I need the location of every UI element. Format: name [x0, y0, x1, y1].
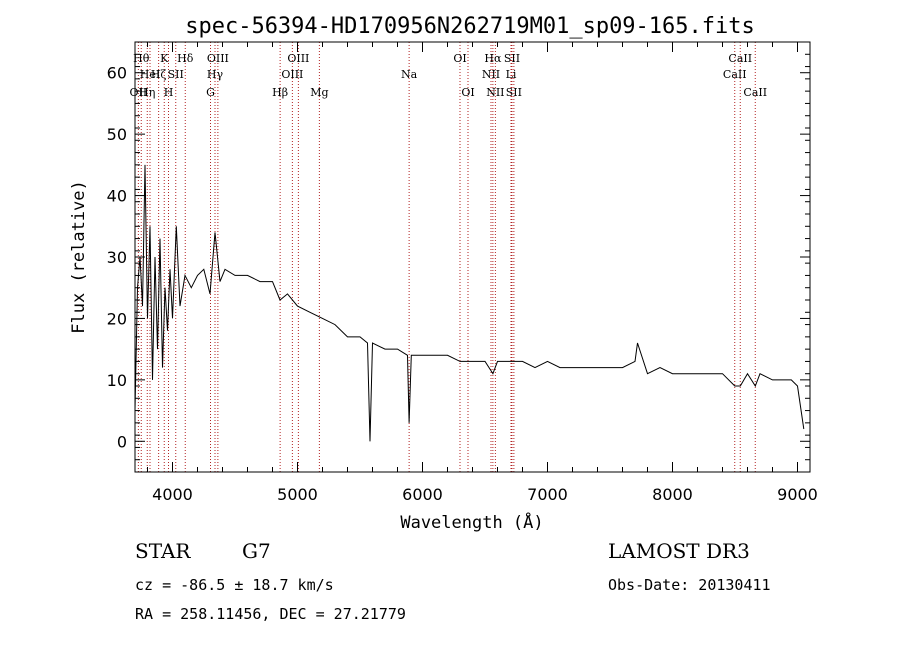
- x-axis-label: Wavelength (Å): [400, 511, 543, 533]
- line-marker-label: Hζ: [151, 68, 167, 81]
- line-marker-label: CaII: [723, 68, 747, 81]
- redshift-readout: cz = -86.5 ± 18.7 km/s: [135, 576, 334, 594]
- chart-title: spec-56394-HD170956N262719M01_sp09-165.f…: [185, 14, 755, 39]
- line-marker-label: CaII: [728, 52, 752, 65]
- y-axis-label: Flux (relative): [69, 180, 89, 334]
- coordinates-readout: RA = 258.11456, DEC = 27.21779: [135, 605, 406, 623]
- line-marker-label: OI: [453, 52, 466, 65]
- line-marker-label: OIII: [287, 52, 309, 65]
- line-marker-label: OI: [461, 86, 474, 99]
- line-marker-label: Na: [401, 68, 418, 81]
- y-tick-label: 20: [107, 309, 127, 328]
- x-tick-label: 5000: [277, 485, 318, 504]
- line-marker-label: H: [164, 86, 174, 99]
- line-marker-label: OIII: [281, 68, 303, 81]
- y-axis-ticks: 0 10 20 30 40 50 60: [107, 41, 810, 473]
- line-markers: [137, 42, 756, 472]
- line-marker-label: SII: [504, 52, 520, 65]
- x-tick-label: 9000: [777, 485, 818, 504]
- x-tick-label: 6000: [402, 485, 443, 504]
- line-marker-label: CaII: [743, 86, 767, 99]
- line-marker-label: NII: [486, 86, 504, 99]
- line-marker-label: SII: [168, 68, 184, 81]
- line-marker-label: OII: [130, 86, 148, 99]
- line-marker-label: Hη: [139, 86, 155, 99]
- y-tick-label: 60: [107, 64, 127, 83]
- object-subclass: G7: [242, 539, 271, 563]
- line-marker-label: Li: [506, 68, 517, 81]
- line-marker-label: SII: [506, 86, 522, 99]
- y-tick-label: 10: [107, 371, 127, 390]
- x-tick-label: 7000: [527, 485, 568, 504]
- survey-name: LAMOST DR3: [608, 539, 750, 563]
- x-tick-label: 8000: [652, 485, 693, 504]
- y-tick-label: 0: [117, 432, 127, 451]
- line-marker-label: Hβ: [272, 86, 288, 99]
- line-marker-label: K: [160, 52, 169, 65]
- line-marker-label: Hα: [484, 52, 502, 65]
- line-marker-label: G: [206, 86, 215, 99]
- line-marker-label: NII: [482, 68, 500, 81]
- x-tick-label: 4000: [152, 485, 193, 504]
- x-axis-ticks: 4000 5000 6000 7000 8000 9000: [147, 42, 818, 504]
- line-marker-label: Mg: [310, 86, 328, 99]
- line-marker-label: OIII: [207, 52, 229, 65]
- spectrum-line: [134, 164, 805, 442]
- line-marker-label: HeI: [140, 68, 160, 81]
- observation-date: Obs-Date: 20130411: [608, 576, 771, 594]
- object-class: STAR: [135, 539, 191, 563]
- plot-frame: [134, 41, 811, 473]
- line-marker-label: Hθ: [133, 52, 150, 65]
- line-marker-label: Hδ: [177, 52, 194, 65]
- line-marker-label: Hγ: [207, 68, 224, 81]
- y-tick-label: 40: [107, 187, 127, 206]
- y-tick-label: 50: [107, 125, 127, 144]
- y-tick-label: 30: [107, 248, 127, 267]
